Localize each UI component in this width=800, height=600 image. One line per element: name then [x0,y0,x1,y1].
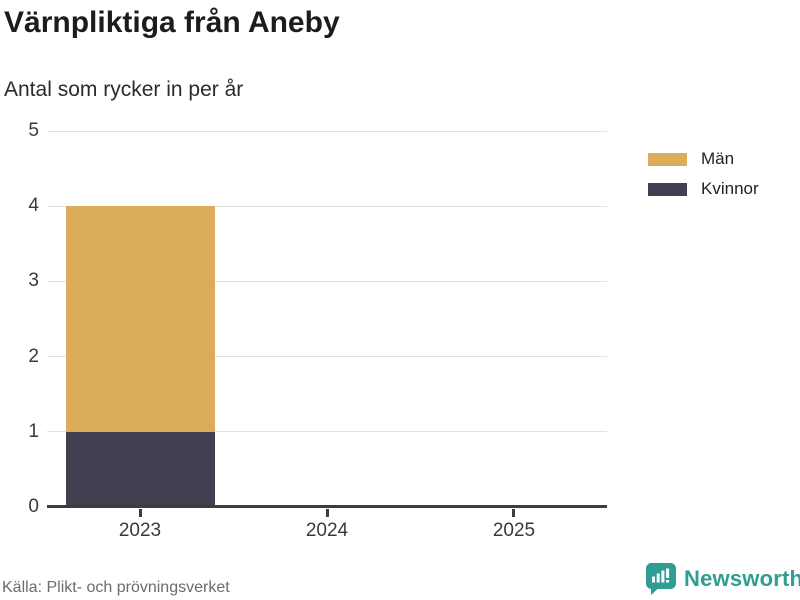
y-tick-label: 5 [28,120,39,141]
legend: Män Kvinnor [648,149,759,199]
gridline [47,431,607,433]
y-tick-label: 0 [28,496,39,517]
x-tick-label: 2024 [305,520,349,541]
gridline [47,280,607,282]
source-note: Källa: Plikt- och prövningsverket [2,579,230,596]
x-tick [512,509,515,517]
y-tick-label: 4 [28,195,39,216]
bar-segment-kvinnor-2023 [66,432,215,507]
legend-item-män: Män [648,149,759,169]
legend-swatch [648,152,687,166]
gridline [47,205,607,207]
legend-item-kvinnor: Kvinnor [648,179,759,199]
x-tick-label: 2025 [492,520,536,541]
x-axis-line [47,505,607,508]
newsworthy-logo: Newsworthy [645,562,800,596]
chart-title: Värnpliktiga från Aneby [4,6,340,39]
brand-name: Newsworthy [684,566,800,591]
x-tick-label: 2023 [118,520,162,541]
x-axis: 2023 2024 2025 [47,508,607,552]
x-tick [326,509,329,517]
gridline [47,130,607,132]
bar-chart-speech-bubble-icon [645,563,676,595]
legend-label: Kvinnor [701,179,759,198]
y-tick-label: 2 [28,346,39,367]
chart-subtitle: Antal som rycker in per år [4,78,244,101]
y-axis: 0 1 2 3 4 5 [0,121,39,527]
bar-segment-män-2023 [66,206,215,432]
legend-swatch [648,182,687,196]
gridline [47,356,607,358]
x-tick [139,509,142,517]
y-tick-label: 1 [28,421,39,442]
y-tick-label: 3 [28,270,39,291]
legend-label: Män [701,149,735,168]
plot-area [47,130,607,508]
